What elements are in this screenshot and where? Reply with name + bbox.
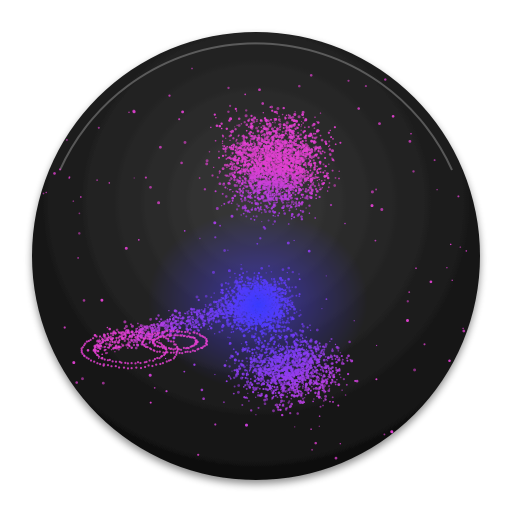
spiral-rings [80,329,209,370]
rim-highlight [59,42,453,171]
particle-field [42,66,468,460]
